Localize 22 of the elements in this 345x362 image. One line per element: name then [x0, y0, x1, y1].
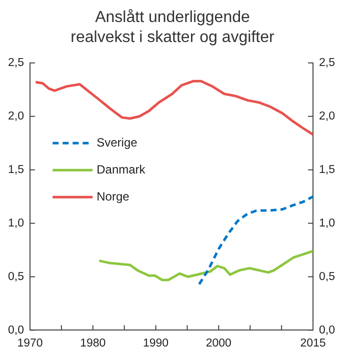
y2-tick-label: 1,0	[319, 217, 336, 230]
y-tick-label: 0,5	[8, 270, 24, 283]
y-tick-label: 0,0	[8, 324, 24, 336]
y2-tick-label: 0,0	[319, 324, 336, 336]
x-tick-label: 1990	[142, 337, 169, 350]
y-tick-label: 2,5	[8, 57, 24, 70]
y2-tick-label: 1,5	[319, 164, 336, 176]
y2-tick-label: 0,5	[319, 270, 336, 283]
x-tick-label: 2015	[300, 337, 326, 350]
legend-label: Sverige	[96, 135, 138, 150]
x-tick-label: 1970	[17, 337, 43, 350]
y-tick-label: 2,0	[8, 110, 24, 123]
legend-label: Norge	[96, 189, 130, 204]
chart-title: Anslått underliggende realvekst i skatter og avgifter	[70, 8, 276, 48]
legend-label: Danmark	[96, 162, 146, 176]
y-tick-label: 1,5	[8, 164, 24, 176]
y-tick-label: 1,0	[8, 217, 24, 230]
y2-tick-label: 2,5	[319, 57, 336, 70]
x-tick-label: 1980	[80, 337, 106, 350]
y2-tick-label: 2,0	[319, 110, 336, 123]
line-series	[198, 195, 314, 286]
x-tick-label: 2000	[206, 337, 232, 350]
